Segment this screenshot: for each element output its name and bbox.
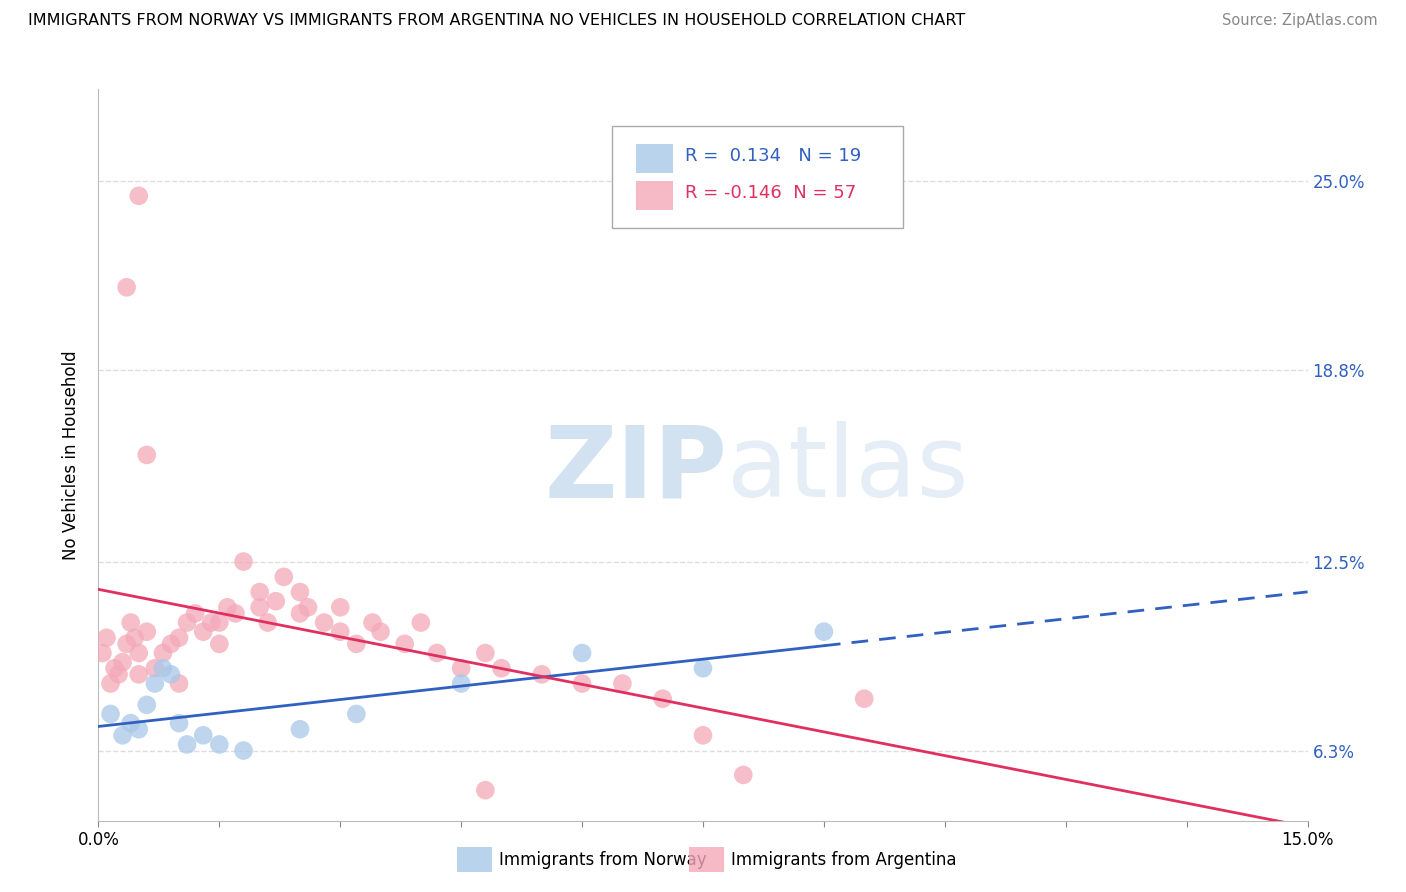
Point: [344, 637, 367, 651]
Point: [135, 448, 157, 462]
Point: [208, 637, 231, 651]
Point: [128, 646, 150, 660]
Text: atlas: atlas: [727, 421, 969, 518]
Point: [314, 615, 336, 630]
Point: [264, 594, 287, 608]
Text: ZIP: ZIP: [544, 421, 727, 518]
FancyBboxPatch shape: [637, 144, 672, 173]
Point: [111, 728, 134, 742]
Point: [692, 728, 714, 742]
Point: [120, 615, 142, 630]
Point: [491, 661, 513, 675]
Point: [450, 676, 472, 690]
Point: [651, 691, 673, 706]
Point: [176, 738, 198, 752]
Point: [288, 585, 311, 599]
Point: [128, 189, 150, 203]
Point: [128, 667, 150, 681]
Point: [853, 691, 876, 706]
Text: R =  0.134   N = 19: R = 0.134 N = 19: [685, 147, 860, 166]
Point: [160, 637, 183, 651]
Point: [100, 676, 122, 690]
Point: [152, 661, 174, 675]
Point: [288, 607, 311, 621]
Point: [370, 624, 392, 639]
Point: [120, 716, 142, 731]
Point: [115, 280, 138, 294]
Text: Immigrants from Argentina: Immigrants from Argentina: [731, 851, 956, 869]
Point: [167, 631, 190, 645]
Point: [394, 637, 416, 651]
Point: [208, 738, 231, 752]
Point: [224, 607, 246, 621]
Point: [329, 600, 352, 615]
Point: [450, 661, 472, 675]
Point: [103, 661, 125, 675]
Point: [692, 661, 714, 675]
Point: [152, 646, 174, 660]
Point: [115, 637, 138, 651]
Point: [143, 661, 166, 675]
Text: IMMIGRANTS FROM NORWAY VS IMMIGRANTS FROM ARGENTINA NO VEHICLES IN HOUSEHOLD COR: IMMIGRANTS FROM NORWAY VS IMMIGRANTS FRO…: [28, 13, 966, 29]
Point: [160, 667, 183, 681]
Point: [297, 600, 319, 615]
Point: [176, 615, 198, 630]
FancyBboxPatch shape: [613, 126, 903, 228]
Point: [733, 768, 755, 782]
Point: [208, 615, 231, 630]
Text: R = -0.146  N = 57: R = -0.146 N = 57: [685, 184, 856, 202]
Point: [232, 743, 254, 757]
Point: [217, 600, 239, 615]
Point: [329, 624, 352, 639]
Point: [193, 728, 215, 742]
Point: [571, 676, 593, 690]
Point: [96, 631, 118, 645]
Point: [571, 646, 593, 660]
Point: [474, 646, 496, 660]
Point: [184, 607, 207, 621]
Point: [813, 624, 835, 639]
Point: [167, 716, 190, 731]
Point: [249, 600, 271, 615]
Point: [167, 676, 190, 690]
Point: [193, 624, 215, 639]
Point: [135, 624, 157, 639]
Point: [111, 655, 134, 669]
Point: [135, 698, 157, 712]
Point: [612, 676, 634, 690]
Point: [426, 646, 449, 660]
Point: [249, 585, 271, 599]
Text: Source: ZipAtlas.com: Source: ZipAtlas.com: [1222, 13, 1378, 29]
Point: [530, 667, 553, 681]
Point: [409, 615, 432, 630]
Point: [143, 676, 166, 690]
Y-axis label: No Vehicles in Household: No Vehicles in Household: [62, 350, 80, 560]
Text: Immigrants from Norway: Immigrants from Norway: [499, 851, 707, 869]
Point: [474, 783, 496, 797]
Point: [256, 615, 278, 630]
Point: [273, 570, 295, 584]
Point: [200, 615, 222, 630]
Point: [361, 615, 384, 630]
Point: [91, 646, 114, 660]
Point: [128, 723, 150, 737]
Point: [100, 706, 122, 721]
Point: [344, 706, 367, 721]
FancyBboxPatch shape: [637, 180, 672, 210]
Point: [107, 667, 129, 681]
Point: [124, 631, 146, 645]
Point: [288, 723, 311, 737]
Point: [232, 555, 254, 569]
